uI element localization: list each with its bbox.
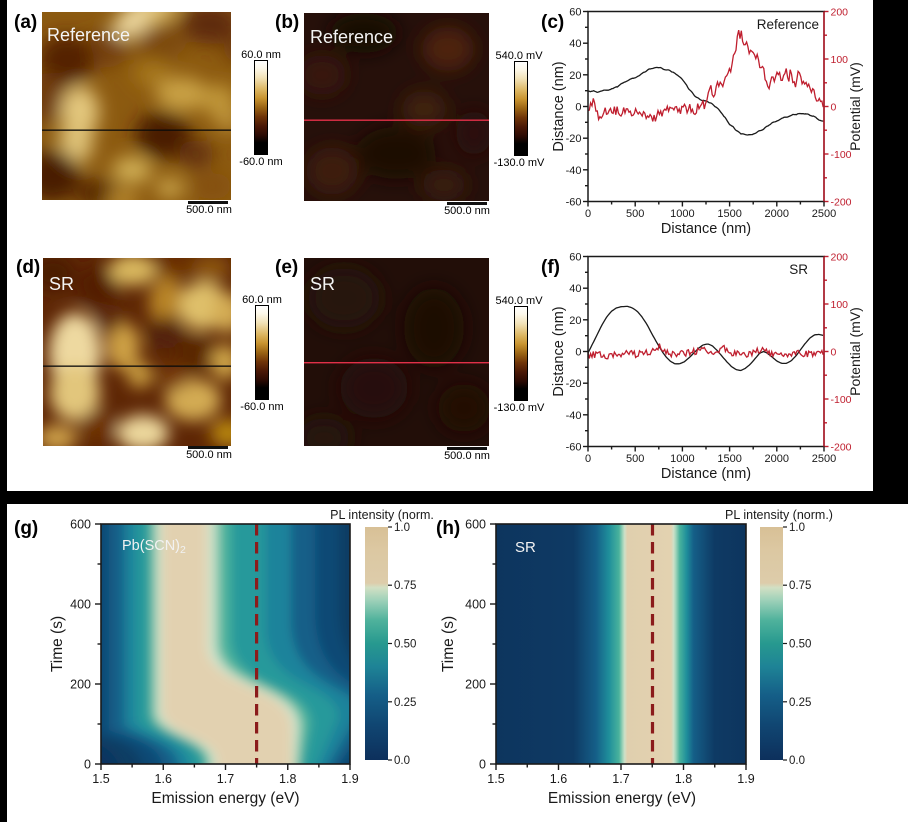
svg-text:2500: 2500 [812, 453, 836, 465]
svg-text:Distance (nm): Distance (nm) [551, 61, 567, 151]
svg-text:1.0: 1.0 [394, 522, 410, 534]
svg-text:Reference: Reference [310, 27, 393, 47]
svg-text:Distance (nm): Distance (nm) [551, 306, 567, 396]
svg-text:200: 200 [70, 678, 91, 692]
svg-text:1.7: 1.7 [217, 772, 234, 786]
svg-text:SR: SR [49, 274, 74, 294]
svg-text:0.0: 0.0 [789, 755, 805, 767]
svg-text:Reference: Reference [47, 25, 130, 45]
svg-text:100: 100 [831, 299, 849, 311]
svg-text:400: 400 [465, 598, 486, 612]
svg-text:PL intensity (norm.: PL intensity (norm. [330, 508, 434, 522]
svg-text:0: 0 [575, 347, 581, 359]
svg-text:Potential (mV): Potential (mV) [847, 307, 863, 396]
svg-text:-40: -40 [566, 410, 582, 422]
svg-text:SR: SR [789, 262, 808, 277]
svg-text:Distance (nm): Distance (nm) [661, 221, 751, 237]
svg-text:500: 500 [626, 453, 644, 465]
svg-text:-40: -40 [566, 165, 582, 177]
svg-text:0: 0 [575, 102, 581, 114]
svg-text:-20: -20 [566, 378, 582, 390]
svg-text:PL intensity (norm.): PL intensity (norm.) [725, 508, 833, 522]
svg-text:0: 0 [585, 208, 591, 220]
svg-text:0.75: 0.75 [789, 580, 811, 592]
svg-text:0: 0 [585, 453, 591, 465]
svg-text:0: 0 [831, 347, 837, 359]
svg-text:400: 400 [70, 598, 91, 612]
svg-text:SR: SR [310, 274, 335, 294]
svg-text:0: 0 [84, 758, 91, 772]
svg-text:200: 200 [465, 678, 486, 692]
svg-text:1.5: 1.5 [92, 772, 109, 786]
svg-text:600: 600 [70, 518, 91, 532]
svg-text:1.9: 1.9 [737, 772, 754, 786]
svg-text:20: 20 [569, 70, 581, 82]
svg-text:0.75: 0.75 [394, 580, 416, 592]
svg-text:1.5: 1.5 [487, 772, 504, 786]
svg-text:60: 60 [569, 7, 581, 19]
svg-text:600: 600 [465, 518, 486, 532]
svg-text:-60: -60 [566, 442, 582, 454]
svg-text:Emission energy (eV): Emission energy (eV) [548, 790, 696, 807]
svg-text:-60: -60 [566, 197, 582, 209]
svg-text:200: 200 [831, 7, 849, 19]
svg-text:0.25: 0.25 [394, 697, 416, 709]
svg-text:1500: 1500 [717, 453, 741, 465]
svg-text:Time (s): Time (s) [440, 616, 457, 672]
svg-text:-100: -100 [831, 394, 852, 406]
svg-text:Emission energy (eV): Emission energy (eV) [151, 790, 299, 807]
svg-text:Time (s): Time (s) [49, 616, 66, 672]
svg-text:Reference: Reference [757, 17, 819, 32]
svg-text:-20: -20 [566, 133, 582, 145]
svg-text:-200: -200 [831, 442, 852, 454]
svg-text:Potential (mV): Potential (mV) [847, 62, 863, 151]
svg-text:1.7: 1.7 [612, 772, 629, 786]
svg-text:2500: 2500 [812, 208, 836, 220]
svg-text:1.8: 1.8 [279, 772, 296, 786]
svg-text:2000: 2000 [765, 208, 789, 220]
svg-text:1.9: 1.9 [341, 772, 358, 786]
svg-text:20: 20 [569, 315, 581, 327]
svg-text:1000: 1000 [670, 208, 694, 220]
svg-text:2000: 2000 [765, 453, 789, 465]
svg-text:0: 0 [479, 758, 486, 772]
svg-text:1.6: 1.6 [155, 772, 172, 786]
svg-text:1.6: 1.6 [550, 772, 567, 786]
svg-text:40: 40 [569, 283, 581, 295]
svg-text:0.0: 0.0 [394, 755, 410, 767]
svg-text:60: 60 [569, 252, 581, 264]
svg-text:1000: 1000 [670, 453, 694, 465]
svg-text:1.8: 1.8 [675, 772, 692, 786]
svg-text:40: 40 [569, 38, 581, 50]
svg-text:SR: SR [515, 539, 536, 556]
svg-text:0.50: 0.50 [789, 639, 811, 651]
svg-text:500: 500 [626, 208, 644, 220]
svg-text:200: 200 [831, 252, 849, 264]
svg-text:-100: -100 [831, 149, 852, 161]
svg-text:0.50: 0.50 [394, 639, 416, 651]
svg-text:Distance (nm): Distance (nm) [661, 466, 751, 482]
svg-text:100: 100 [831, 54, 849, 66]
svg-text:1.0: 1.0 [789, 522, 805, 534]
svg-text:0: 0 [831, 102, 837, 114]
svg-text:-200: -200 [831, 197, 852, 209]
svg-text:Pb(SCN)2: Pb(SCN)2 [122, 538, 186, 556]
svg-text:0.25: 0.25 [789, 697, 811, 709]
svg-text:1500: 1500 [717, 208, 741, 220]
